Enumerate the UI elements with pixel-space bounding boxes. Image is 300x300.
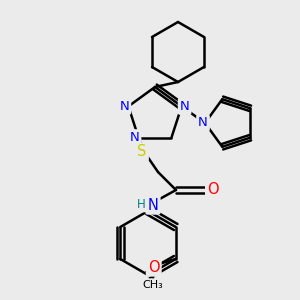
Text: H: H: [136, 197, 146, 211]
Text: N: N: [130, 131, 140, 144]
Text: O: O: [207, 182, 219, 197]
Text: N: N: [148, 197, 158, 212]
Text: O: O: [148, 260, 160, 274]
Text: N: N: [180, 100, 190, 113]
Text: N: N: [119, 100, 129, 113]
Text: S: S: [137, 145, 147, 160]
Text: N: N: [198, 116, 208, 130]
Text: CH₃: CH₃: [142, 280, 163, 290]
